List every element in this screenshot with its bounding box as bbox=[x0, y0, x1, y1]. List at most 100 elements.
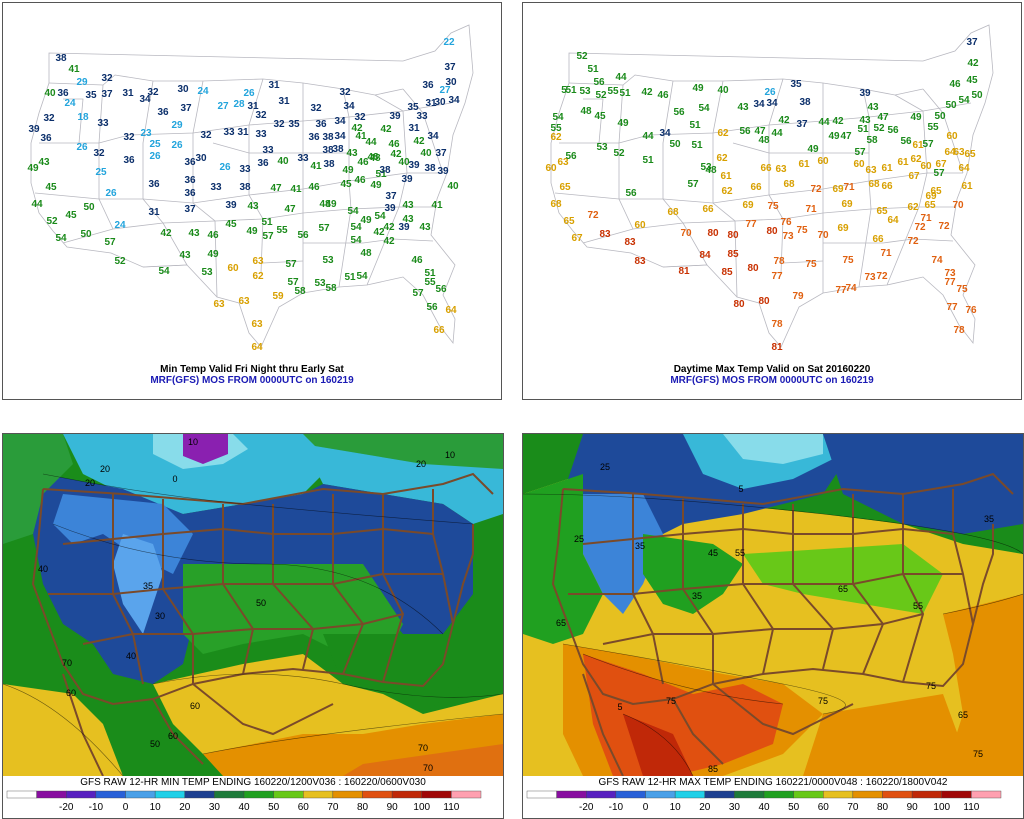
station-value: 32 bbox=[101, 73, 113, 84]
station-value: 56 bbox=[900, 136, 912, 147]
station-value: 56 bbox=[435, 284, 447, 295]
station-value: 57 bbox=[318, 223, 330, 234]
station-value: 68 bbox=[667, 207, 679, 218]
station-value: 29 bbox=[76, 77, 88, 88]
station-value: 38 bbox=[424, 163, 436, 174]
station-value: 65 bbox=[924, 200, 936, 211]
station-value: 36 bbox=[157, 107, 169, 118]
contour-label: 35 bbox=[984, 514, 994, 524]
station-value: 37 bbox=[444, 62, 456, 73]
station-value: 26 bbox=[219, 162, 231, 173]
station-value: 31 bbox=[425, 98, 437, 109]
station-value: 24 bbox=[114, 220, 126, 231]
station-value: 36 bbox=[308, 132, 320, 143]
station-value: 63 bbox=[865, 165, 877, 176]
colorbar-swatch bbox=[852, 790, 883, 799]
us-state-outlines bbox=[550, 24, 994, 348]
colorbar-tick-label: 30 bbox=[209, 802, 221, 813]
station-value: 52 bbox=[873, 123, 885, 134]
station-value: 32 bbox=[255, 110, 267, 121]
station-value: 32 bbox=[93, 148, 105, 159]
station-value: 62 bbox=[252, 271, 264, 282]
station-value: 32 bbox=[43, 113, 55, 124]
station-value: 85 bbox=[721, 267, 733, 278]
station-value: 36 bbox=[315, 119, 327, 130]
station-value: 74 bbox=[845, 283, 857, 294]
station-value: 57 bbox=[687, 179, 699, 190]
station-value: 50 bbox=[669, 139, 681, 150]
station-value: 61 bbox=[798, 159, 810, 170]
station-value: 66 bbox=[702, 204, 714, 215]
station-value: 56 bbox=[887, 125, 899, 136]
station-value: 78 bbox=[771, 319, 783, 330]
station-value: 40 bbox=[447, 181, 459, 192]
station-value: 66 bbox=[750, 182, 762, 193]
colorbar-swatch bbox=[971, 790, 1002, 799]
contour-label: 70 bbox=[423, 763, 433, 773]
station-value: 75 bbox=[956, 284, 968, 295]
station-value: 51 bbox=[691, 140, 703, 151]
station-value: 43 bbox=[188, 228, 200, 239]
contour-label: 85 bbox=[708, 764, 718, 774]
colorbar-swatch bbox=[556, 790, 587, 799]
mos-max-title: Daytime Max Temp Valid on Sat 20160220 bbox=[673, 364, 871, 375]
station-value: 60 bbox=[227, 263, 239, 274]
station-value: 67 bbox=[908, 171, 920, 182]
colorbar-tick-label: 40 bbox=[238, 802, 250, 813]
colorbar-swatch bbox=[645, 790, 676, 799]
station-value: 43 bbox=[247, 201, 259, 212]
colorbar-tick-label: 90 bbox=[387, 802, 399, 813]
station-value: 63 bbox=[953, 147, 965, 158]
colorbar-swatch bbox=[526, 790, 557, 799]
station-value: 34 bbox=[753, 99, 765, 110]
station-value: 36 bbox=[40, 133, 52, 144]
station-value: 53 bbox=[322, 255, 334, 266]
station-value: 65 bbox=[930, 186, 942, 197]
station-value: 32 bbox=[354, 112, 366, 123]
station-value: 37 bbox=[180, 103, 192, 114]
station-value: 78 bbox=[773, 256, 785, 267]
station-value: 66 bbox=[760, 163, 772, 174]
station-value: 68 bbox=[868, 179, 880, 190]
station-value: 71 bbox=[920, 213, 932, 224]
station-value: 38 bbox=[322, 132, 334, 143]
station-value: 72 bbox=[914, 222, 926, 233]
station-value: 24 bbox=[64, 98, 76, 109]
gfs-max-contour-labels: 25 5 25 35 45 55 35 65 55 35 65 75 75 75 65 75 85 5 bbox=[556, 462, 994, 774]
colorbar-swatch bbox=[391, 790, 422, 799]
station-value: 46 bbox=[308, 182, 320, 193]
station-value: 31 bbox=[278, 96, 290, 107]
station-value: 56 bbox=[593, 77, 605, 88]
colorbar-tick-label: -10 bbox=[609, 802, 624, 813]
station-value: 40 bbox=[398, 157, 410, 168]
station-value: 40 bbox=[717, 85, 729, 96]
station-value: 26 bbox=[105, 188, 117, 199]
station-value: 54 bbox=[55, 233, 67, 244]
station-value: 62 bbox=[721, 186, 733, 197]
station-value: 64 bbox=[251, 342, 263, 353]
station-value: 56 bbox=[739, 126, 751, 137]
station-value: 68 bbox=[783, 179, 795, 190]
station-value: 49 bbox=[27, 163, 39, 174]
station-value: 18 bbox=[77, 112, 89, 123]
station-value: 45 bbox=[225, 219, 237, 230]
colorbar-tick-label: 80 bbox=[357, 802, 369, 813]
station-value: 34 bbox=[343, 101, 355, 112]
station-value: 56 bbox=[625, 188, 637, 199]
colorbar-swatch bbox=[793, 790, 824, 799]
contour-label: 10 bbox=[188, 437, 198, 447]
station-value: 55 bbox=[607, 86, 619, 97]
station-value: 36 bbox=[123, 155, 135, 166]
station-value: 49 bbox=[207, 249, 219, 260]
station-value: 37 bbox=[101, 89, 113, 100]
station-value: 48 bbox=[705, 165, 717, 176]
station-value: 47 bbox=[270, 183, 282, 194]
station-value: 39 bbox=[28, 124, 40, 135]
station-value: 60 bbox=[853, 159, 865, 170]
gfs-min-title: GFS RAW 12-HR MIN TEMP ENDING 160220/120… bbox=[3, 777, 503, 788]
station-value: 54 bbox=[356, 271, 368, 282]
station-value: 45 bbox=[65, 210, 77, 221]
contour-label: 70 bbox=[62, 658, 72, 668]
